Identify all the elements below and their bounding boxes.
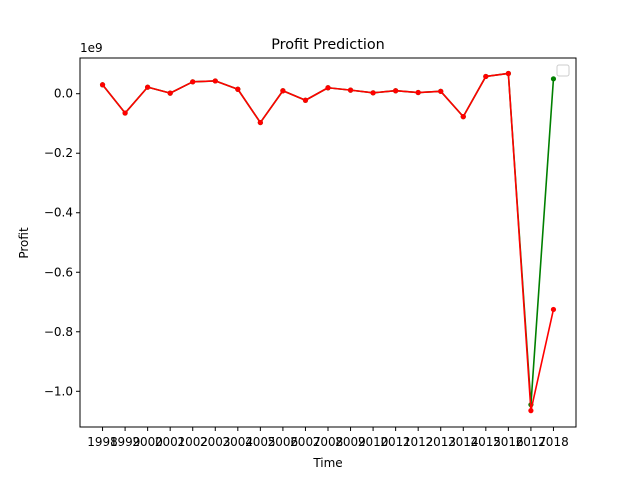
x-axis-label: Time bbox=[312, 456, 342, 470]
chart-title: Profit Prediction bbox=[271, 37, 385, 53]
y-tick-label: −0.8 bbox=[44, 325, 73, 339]
legend-box bbox=[556, 64, 570, 77]
series-2-point bbox=[235, 86, 241, 92]
x-tick-label: 1998 bbox=[87, 435, 118, 449]
y-axis-ticks: −1.0 −0.8 −0.6 −0.4 −0.2 0.0 bbox=[44, 87, 80, 398]
series-layer bbox=[99, 70, 557, 414]
series-2-point bbox=[122, 110, 128, 116]
series-2-point bbox=[483, 73, 489, 80]
series-2-point bbox=[280, 88, 286, 94]
x-tick-label: 2013 bbox=[425, 435, 456, 449]
series-2-point bbox=[302, 97, 309, 103]
series-2-point bbox=[415, 89, 421, 96]
series-2-point bbox=[505, 70, 511, 77]
y-tick-label: −1.0 bbox=[44, 384, 73, 398]
series-1-point bbox=[550, 76, 557, 82]
series-2-point bbox=[393, 88, 399, 94]
y-tick-label: 0.0 bbox=[54, 87, 73, 101]
series-2-point bbox=[145, 84, 151, 90]
series-2-point bbox=[438, 88, 444, 94]
series-2-point bbox=[528, 408, 534, 414]
y-tick-label: −0.6 bbox=[44, 265, 73, 279]
series-2-point bbox=[550, 306, 557, 313]
series-2-point bbox=[325, 85, 331, 91]
x-tick-label: 2017 bbox=[516, 435, 547, 449]
series-2-point bbox=[257, 119, 263, 126]
x-tick-label: 2014 bbox=[448, 435, 479, 449]
x-tick-label: 2007 bbox=[290, 435, 321, 449]
x-tick-label: 2004 bbox=[223, 435, 254, 449]
y-tick-label: −0.4 bbox=[44, 206, 73, 220]
series-2-point bbox=[212, 78, 218, 84]
y-axis-label: Profit bbox=[17, 227, 31, 259]
x-tick-label: 2012 bbox=[403, 435, 434, 449]
y-axis-offset-label: 1e9 bbox=[80, 41, 103, 55]
x-tick-label: 2011 bbox=[380, 435, 411, 449]
x-tick-label: 1999 bbox=[110, 435, 141, 449]
series-2-point bbox=[347, 87, 354, 93]
x-tick-label: 2015 bbox=[471, 435, 502, 449]
x-tick-label: 2005 bbox=[245, 435, 276, 449]
series-2-point bbox=[190, 79, 196, 85]
series-2-point bbox=[99, 82, 106, 88]
x-tick-label: 2001 bbox=[155, 435, 186, 449]
x-tick-label: 2018 bbox=[538, 435, 569, 449]
series-2-point bbox=[460, 114, 466, 120]
plot-background bbox=[80, 58, 576, 427]
x-tick-label: 2000 bbox=[132, 435, 163, 449]
x-tick-label: 2006 bbox=[268, 435, 299, 449]
x-tick-label: 2002 bbox=[177, 435, 208, 449]
plot-frame bbox=[79, 57, 577, 428]
x-tick-label: 2003 bbox=[200, 435, 231, 449]
y-tick-label: −0.2 bbox=[44, 146, 73, 160]
x-tick-label: 2010 bbox=[358, 435, 389, 449]
series-2-point bbox=[370, 90, 376, 96]
x-tick-label: 2016 bbox=[493, 435, 524, 449]
x-tick-label: 2009 bbox=[335, 435, 366, 449]
x-tick-label: 2008 bbox=[313, 435, 344, 449]
series-2-point bbox=[167, 90, 173, 96]
x-axis-ticks: 1998199920002001200220032004200520062007… bbox=[87, 427, 569, 449]
